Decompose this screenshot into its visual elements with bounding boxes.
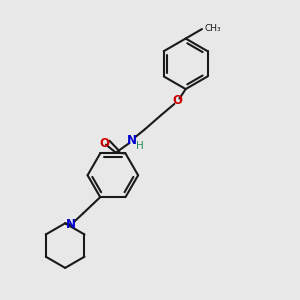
- Text: O: O: [172, 94, 182, 107]
- Text: N: N: [127, 134, 137, 147]
- Text: H: H: [136, 140, 143, 151]
- Text: O: O: [100, 137, 110, 150]
- Text: CH₃: CH₃: [204, 24, 221, 33]
- Text: N: N: [66, 218, 76, 231]
